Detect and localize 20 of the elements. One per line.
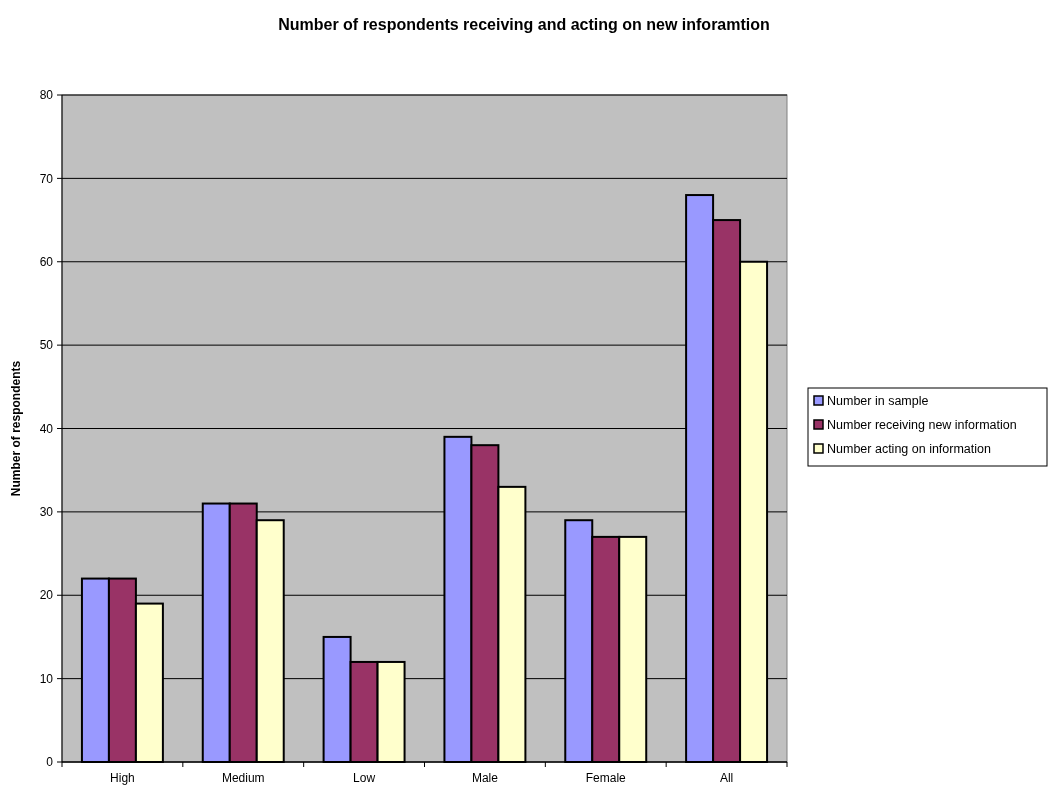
y-axis-title: Number of respondents <box>9 360 23 497</box>
y-tick-label: 50 <box>39 338 54 353</box>
x-tick-label: Medium <box>221 771 265 785</box>
chart-title: Number of respondents receiving and acting on new inforamtion <box>278 16 770 33</box>
y-tick-label: 60 <box>39 254 54 269</box>
x-tick-label: All <box>719 771 734 785</box>
x-tick-label: Low <box>353 771 376 785</box>
x-tick-label: Male <box>471 771 499 785</box>
y-tick-label: 10 <box>39 671 54 686</box>
legend-label: Number receiving new information <box>827 418 1017 433</box>
y-tick-label: 40 <box>39 421 54 436</box>
x-tick-label: Female <box>585 771 627 785</box>
y-tick-label: 0 <box>46 755 54 770</box>
y-tick-label: 20 <box>39 588 54 603</box>
legend-label: Number in sample <box>827 394 929 409</box>
y-tick-label: 70 <box>39 171 54 186</box>
legend-label: Number acting on information <box>827 442 992 457</box>
y-tick-label: 80 <box>39 88 54 103</box>
y-tick-label: 30 <box>39 505 54 520</box>
x-tick-label: High <box>110 771 135 785</box>
